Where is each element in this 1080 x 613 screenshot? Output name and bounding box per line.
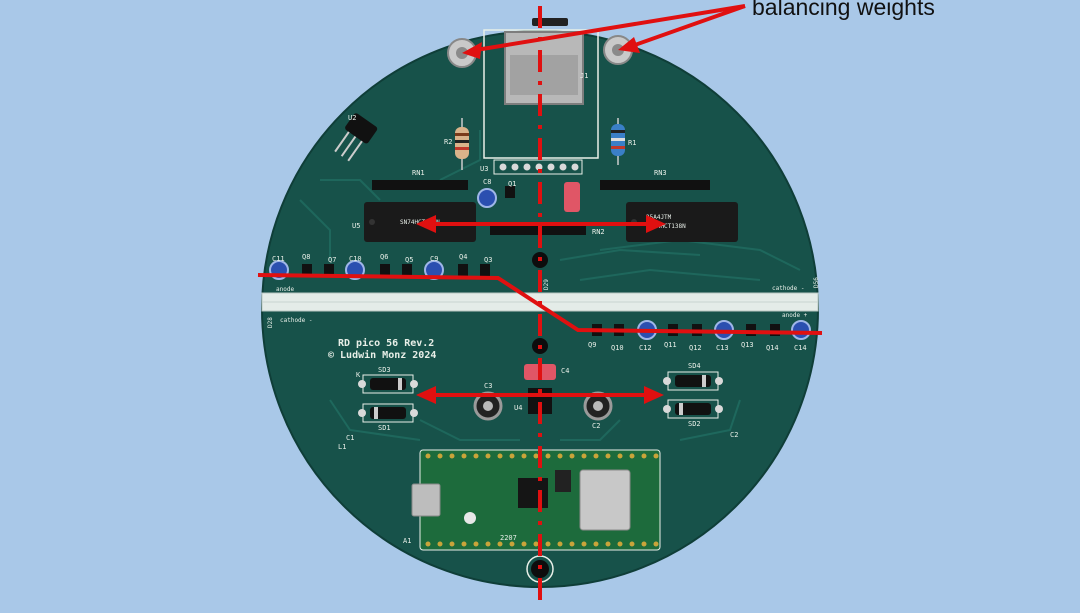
capacitor-c2: [583, 391, 613, 421]
sd-card-slot: [483, 18, 599, 159]
label-anode-left: anode: [276, 286, 294, 293]
resistor-r1: [611, 118, 625, 165]
label-c12: C12: [639, 344, 652, 352]
label-q12: Q12: [689, 344, 702, 352]
label-q9: Q9: [588, 341, 596, 349]
label-anode-right: anode +: [782, 312, 808, 319]
label-sd3: SD3: [378, 366, 391, 374]
arrowhead-chips-left: [416, 215, 436, 233]
label-k-sd3: K: [356, 371, 361, 379]
label-sd1: SD1: [378, 424, 391, 432]
label-q5: Q5: [405, 256, 413, 264]
resistor-network-rn1: [372, 180, 468, 190]
label-l1: L1: [338, 443, 346, 451]
arrowhead-pointer-right: [618, 37, 640, 53]
led-axis-line: [257, 273, 823, 335]
label-q3: Q3: [484, 256, 492, 264]
resistor-network-rn3: [600, 180, 710, 190]
pico-code: 2207: [500, 534, 517, 542]
label-j1: J1: [580, 72, 588, 80]
label-q14: Q14: [766, 344, 779, 352]
pico-board: [411, 449, 661, 551]
chip-right-marking-top: 25A4JTM: [646, 214, 672, 221]
arrowhead-diodes-left: [416, 386, 436, 404]
label-d56: D56: [813, 277, 820, 288]
label-c3: C3: [484, 382, 492, 390]
label-c9: C9: [430, 255, 438, 263]
pointer-arrow-left: [475, 4, 746, 52]
diode-sd2: [663, 399, 723, 419]
arrowhead-pointer-left: [462, 42, 482, 59]
label-c10: C10: [349, 255, 362, 263]
pcb-traces: [299, 130, 801, 441]
label-a1: A1: [403, 537, 411, 545]
label-c13: C13: [716, 344, 729, 352]
label-c8: C8: [483, 178, 491, 186]
resistor-r2: [455, 118, 469, 170]
arrowhead-chips-right: [646, 215, 666, 233]
label-cathode-right: cathode -: [772, 285, 805, 292]
label-q11: Q11: [664, 341, 677, 349]
diode-sd3: [358, 374, 418, 394]
pointer-arrow-right: [631, 4, 746, 48]
pico-pins: [425, 453, 659, 547]
diode-sd4: [663, 371, 723, 391]
label-u4: U4: [514, 404, 522, 412]
capacitor-c3: [473, 391, 503, 421]
label-q8: Q8: [302, 253, 310, 261]
annotation-overlay: [257, 4, 823, 608]
board-copyright: © Ludwin Monz 2024: [328, 349, 436, 361]
diode-sd1: [358, 403, 418, 423]
label-q7: Q7: [328, 256, 336, 264]
label-d29: D29: [543, 279, 550, 290]
label-r1: R1: [628, 139, 636, 147]
label-u2: U2: [348, 114, 356, 122]
chip-right-marking: SN74HCT138N: [646, 223, 686, 230]
label-c4: C4: [561, 367, 569, 375]
label-q6: Q6: [380, 253, 388, 261]
label-sd4: SD4: [688, 362, 701, 370]
label-sd2: SD2: [688, 420, 701, 428]
label-c2: C2: [592, 422, 600, 430]
label-u5: U5: [352, 222, 360, 230]
capacitor-c8: [477, 188, 497, 208]
label-c1-bottom: C1: [346, 434, 354, 442]
label-rn3: RN3: [654, 169, 667, 177]
chip-u5: [364, 202, 476, 242]
board-title: RD pico 56 Rev.2: [338, 337, 434, 349]
arrowhead-diodes-right: [644, 386, 664, 404]
label-q1: Q1: [508, 180, 516, 188]
label-u3: U3: [480, 165, 488, 173]
label-c2-right: C2: [730, 431, 738, 439]
label-rn2: RN2: [592, 228, 605, 236]
capacitor-c1-red: [564, 182, 580, 212]
label-q13: Q13: [741, 341, 754, 349]
label-d28: D28: [267, 317, 274, 328]
label-q4: Q4: [459, 253, 467, 261]
label-r2: R2: [444, 138, 452, 146]
label-c11: C11: [272, 255, 285, 263]
label-cathode-left: cathode -: [280, 317, 313, 324]
u2-sensor: [334, 113, 378, 162]
label-c14: C14: [794, 344, 807, 352]
label-rn1: RN1: [412, 169, 425, 177]
label-q10: Q10: [611, 344, 624, 352]
transistor-q1: [505, 186, 515, 198]
annotation-label: balancing weights: [752, 0, 935, 20]
